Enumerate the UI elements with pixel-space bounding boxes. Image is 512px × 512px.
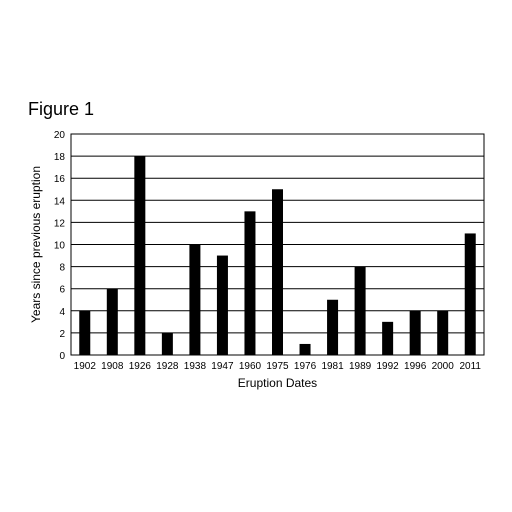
- y-tick-label: 12: [54, 218, 66, 229]
- x-tick-labels: 1902 1908 1926 1928 1938 1947 1960 1975 1976 1981…: [74, 361, 482, 372]
- bar-2000: [437, 310, 449, 355]
- x-tick-label: 2000: [432, 361, 455, 372]
- bar-1938: [189, 244, 201, 355]
- x-tick-label: 1960: [239, 361, 262, 372]
- bar-1996: [409, 310, 421, 355]
- y-tick-labels: 0 2 4 6 8 10 12 14 16 18 20: [54, 130, 66, 362]
- y-tick-label: 8: [59, 263, 65, 274]
- y-tick-label: 2: [59, 329, 65, 340]
- x-tick-label: 1975: [266, 361, 289, 372]
- y-tick-label: 4: [59, 307, 65, 318]
- x-axis-title: Eruption Dates: [238, 376, 317, 390]
- bar-1975: [272, 189, 283, 355]
- x-tick-label: 1947: [211, 361, 234, 372]
- plot-frame: [70, 133, 485, 356]
- y-axis-title: Years since previous eruption: [29, 166, 43, 323]
- y-tick-label: 20: [54, 130, 66, 141]
- bar-1947: [216, 255, 228, 355]
- bar-1989: [354, 266, 366, 355]
- bar-1908: [106, 288, 118, 355]
- bar-2011: [464, 233, 476, 355]
- bar-1902: [79, 310, 91, 355]
- x-tick-label: 1902: [74, 361, 97, 372]
- y-tick-label: 0: [59, 351, 65, 362]
- y-tick-label: 14: [54, 196, 66, 207]
- x-tick-label: 2011: [459, 361, 481, 372]
- x-tick-label: 1989: [349, 361, 372, 372]
- figure-label: Figure 1: [28, 99, 95, 119]
- bar-1926: [134, 156, 146, 355]
- bar-1928: [161, 332, 173, 355]
- x-tick-label: 1908: [101, 361, 124, 372]
- y-tick-label: 18: [54, 152, 66, 163]
- bar-1960: [244, 211, 256, 355]
- y-tick-label: 10: [54, 241, 66, 252]
- x-tick-label: 1976: [294, 361, 317, 372]
- bar-1976: [299, 343, 311, 355]
- x-tick-label: 1926: [129, 361, 152, 372]
- y-tick-label: 16: [54, 174, 66, 185]
- y-tick-label: 6: [59, 285, 65, 296]
- bar-1992: [382, 321, 394, 355]
- x-tick-label: 1938: [184, 361, 207, 372]
- bars: [79, 156, 476, 355]
- x-tick-label: 1992: [377, 361, 400, 372]
- x-tick-label: 1981: [321, 361, 344, 372]
- bar-1981: [327, 299, 339, 355]
- x-tick-label: 1928: [156, 361, 179, 372]
- x-tick-label: 1996: [404, 361, 427, 372]
